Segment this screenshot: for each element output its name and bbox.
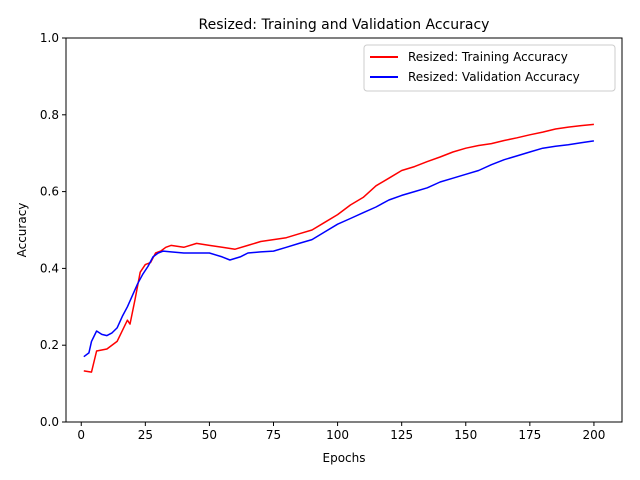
series-line-validation bbox=[83, 140, 595, 358]
x-tick-label: 200 bbox=[582, 428, 605, 442]
series-lines bbox=[83, 123, 595, 373]
x-tick-label: 150 bbox=[454, 428, 477, 442]
x-tick-label: 100 bbox=[326, 428, 349, 442]
y-tick-label: 1.0 bbox=[40, 31, 59, 45]
legend-label: Resized: Validation Accuracy bbox=[408, 70, 580, 84]
legend: Resized: Training Accuracy Resized: Valid… bbox=[363, 44, 616, 92]
x-tick-label: 50 bbox=[202, 428, 217, 442]
chart-title: Resized: Training and Validation Accurac… bbox=[199, 17, 490, 33]
x-axis-label: Epochs bbox=[323, 451, 366, 465]
y-tick-label: 0.2 bbox=[40, 338, 59, 352]
legend-label: Resized: Training Accuracy bbox=[408, 50, 568, 64]
x-tick-label: 125 bbox=[390, 428, 413, 442]
y-tick-label: 0.8 bbox=[40, 108, 59, 122]
y-tick-label: 0.4 bbox=[40, 261, 59, 275]
axis-ticks: 0 25 50 75 100 125 150 175 200 0.0 0.2 0.4 0.6 0.8 1.0 bbox=[40, 31, 605, 442]
y-tick-label: 0.0 bbox=[40, 415, 59, 429]
plot-frame bbox=[65, 37, 623, 423]
legend-box bbox=[363, 44, 616, 92]
x-tick-label: 175 bbox=[518, 428, 541, 442]
series-line-training bbox=[83, 123, 594, 373]
x-tick-label: 25 bbox=[138, 428, 153, 442]
x-tick-label: 75 bbox=[266, 428, 281, 442]
x-tick-label: 0 bbox=[77, 428, 85, 442]
y-axis-label: Accuracy bbox=[15, 203, 29, 258]
y-tick-label: 0.6 bbox=[40, 185, 59, 199]
